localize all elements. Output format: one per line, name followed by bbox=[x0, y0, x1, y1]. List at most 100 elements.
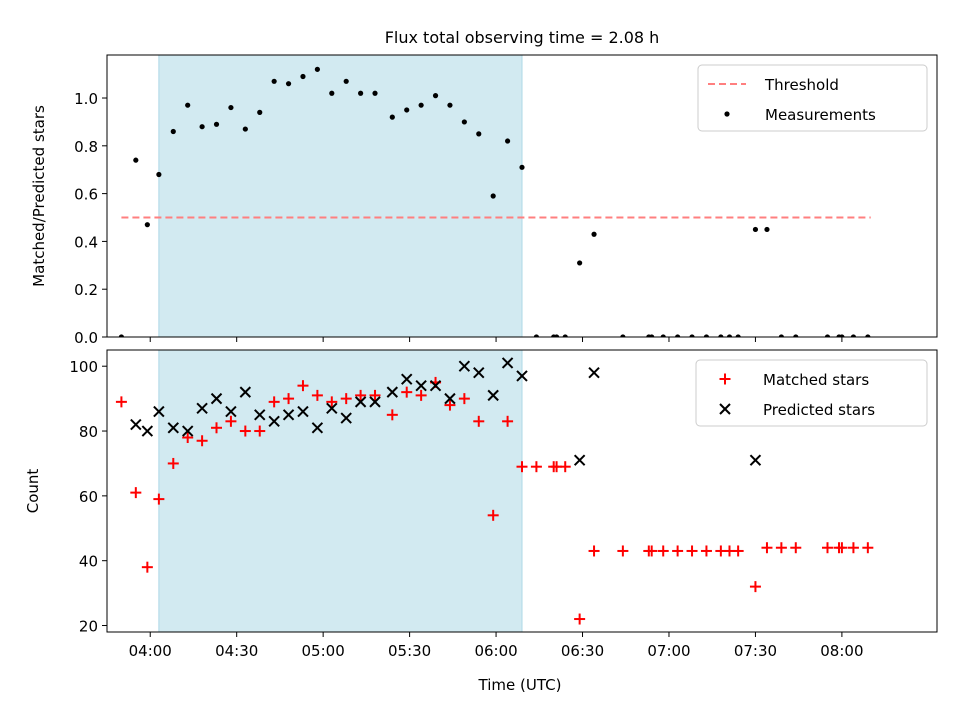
bottom-matched-point bbox=[646, 545, 658, 557]
top-measurement-point bbox=[418, 102, 424, 108]
bottom-predicted-point bbox=[749, 454, 762, 466]
bottom-matched-point bbox=[559, 461, 571, 473]
bottom-matched-point bbox=[686, 545, 698, 557]
bottom-matched-point bbox=[326, 396, 338, 408]
top-measurement-point bbox=[675, 334, 681, 337]
top-measurement-point bbox=[185, 102, 191, 108]
bottom-matched-point bbox=[283, 393, 295, 405]
top-measurement-point bbox=[533, 334, 540, 337]
top-measurement-point bbox=[404, 107, 410, 113]
top-measurement-point bbox=[850, 334, 857, 337]
bottom-matched-point bbox=[386, 409, 398, 421]
bottom-predicted-point bbox=[130, 418, 142, 431]
bottom-plot-area bbox=[115, 350, 874, 632]
bottom-matched-point bbox=[340, 393, 352, 405]
top-measurement-point bbox=[133, 157, 139, 163]
bottom-matched-point bbox=[588, 545, 600, 557]
bottom-matched-point bbox=[700, 545, 712, 557]
bottom-matched-point bbox=[254, 425, 266, 437]
top-measurement-point bbox=[242, 126, 248, 132]
bottom-predicted-point bbox=[181, 425, 194, 437]
top-measurement-point bbox=[735, 334, 741, 337]
bottom-matched-point bbox=[355, 389, 367, 401]
top-measurement-point bbox=[358, 90, 364, 96]
bottom-matched-point bbox=[225, 415, 237, 427]
bottom-matched-point bbox=[115, 396, 127, 408]
bottom-matched-point bbox=[458, 393, 470, 405]
bottom-predicted-point bbox=[225, 405, 237, 418]
bottom-y-tick-label: 60 bbox=[79, 488, 98, 506]
bottom-predicted-point bbox=[354, 396, 367, 408]
bottom-matched-point bbox=[847, 542, 859, 554]
top-measurement-point bbox=[824, 334, 831, 337]
top-measurement-point bbox=[490, 193, 496, 199]
top-measurement-point bbox=[213, 121, 220, 127]
bottom-predicted-point bbox=[340, 412, 352, 424]
bottom-matched-point bbox=[836, 542, 848, 554]
bottom-x-axis-label: Time (UTC) bbox=[478, 676, 562, 694]
top-y-tick-label: 0.2 bbox=[74, 281, 98, 299]
top-measurement-point bbox=[519, 164, 525, 170]
bottom-x-tick-label: 07:00 bbox=[647, 642, 690, 660]
top-measurement-point bbox=[257, 109, 263, 115]
bottom-predicted-point bbox=[239, 386, 252, 398]
bottom-predicted-point bbox=[326, 402, 338, 415]
bottom-matched-point bbox=[487, 509, 499, 521]
top-measurement-point bbox=[620, 334, 626, 337]
bottom-predicted-point bbox=[311, 422, 324, 434]
bottom-panel: 20 40 60 80 100 04:00 04:30 05:00 05:30 06:00 06:3… bbox=[24, 349, 938, 694]
top-measurement-point bbox=[778, 334, 784, 337]
bottom-matched-point bbox=[268, 396, 280, 408]
bottom-predicted-point bbox=[487, 389, 499, 402]
top-panel: 0.0 0.2 0.4 0.6 0.8 1.0 Matched/Predicted star… bbox=[30, 54, 938, 347]
bottom-matched-point bbox=[516, 461, 528, 473]
bottom-matched-point bbox=[141, 561, 153, 573]
bottom-legend-box bbox=[695, 359, 928, 427]
top-measurement-point bbox=[553, 334, 560, 337]
bottom-matched-point bbox=[182, 432, 194, 444]
top-measurement-point bbox=[228, 104, 234, 111]
top-y-tick-label: 1.0 bbox=[74, 90, 98, 108]
top-y-tick-label: 0.4 bbox=[74, 233, 98, 251]
top-measurement-point bbox=[476, 131, 482, 137]
top-measurement-point bbox=[389, 114, 395, 120]
top-measurement-point bbox=[199, 124, 205, 130]
top-measurement-point bbox=[591, 231, 597, 237]
top-measurement-point bbox=[329, 90, 335, 96]
bottom-predicted-point bbox=[429, 379, 442, 392]
bottom-predicted-point bbox=[141, 425, 154, 437]
top-measurement-point bbox=[300, 73, 306, 80]
bottom-matched-point bbox=[167, 457, 179, 469]
top-measurement-point bbox=[504, 138, 511, 144]
bottom-y-tick-label: 80 bbox=[79, 423, 98, 441]
bottom-matched-point bbox=[761, 542, 773, 554]
top-y-tick-label: 0.6 bbox=[74, 186, 98, 204]
bottom-predicted-point bbox=[444, 392, 456, 405]
top-measurement-point bbox=[271, 78, 277, 84]
top-measurement-point bbox=[764, 226, 770, 233]
bottom-matched-point bbox=[153, 493, 165, 505]
bottom-matched-point bbox=[502, 415, 514, 427]
legend-label: Threshold bbox=[764, 76, 839, 94]
top-measurement-point bbox=[793, 334, 799, 337]
top-y-tick-label: 0.0 bbox=[74, 329, 98, 347]
bottom-predicted-point bbox=[153, 405, 165, 418]
top-measurement-point bbox=[865, 334, 871, 337]
bottom-predicted-point bbox=[458, 360, 471, 372]
bottom-matched-point bbox=[821, 542, 833, 554]
bottom-legend: Matched stars Predicted stars bbox=[695, 359, 928, 427]
bottom-predicted-point bbox=[297, 405, 309, 418]
top-observing-span bbox=[158, 55, 523, 337]
bottom-predicted-point bbox=[516, 370, 528, 382]
top-measurement-point bbox=[144, 222, 150, 228]
top-measurement-point bbox=[314, 66, 320, 72]
bottom-matched-point bbox=[732, 545, 744, 557]
bottom-matched-point bbox=[239, 425, 251, 437]
top-y-tick-label: 0.8 bbox=[74, 138, 98, 156]
top-measurement-point bbox=[447, 102, 453, 108]
bottom-y-tick-label: 20 bbox=[79, 618, 98, 636]
top-legend: Threshold Measurements bbox=[697, 64, 928, 132]
bottom-matched-point bbox=[130, 487, 142, 499]
top-measurement-point bbox=[372, 90, 378, 96]
